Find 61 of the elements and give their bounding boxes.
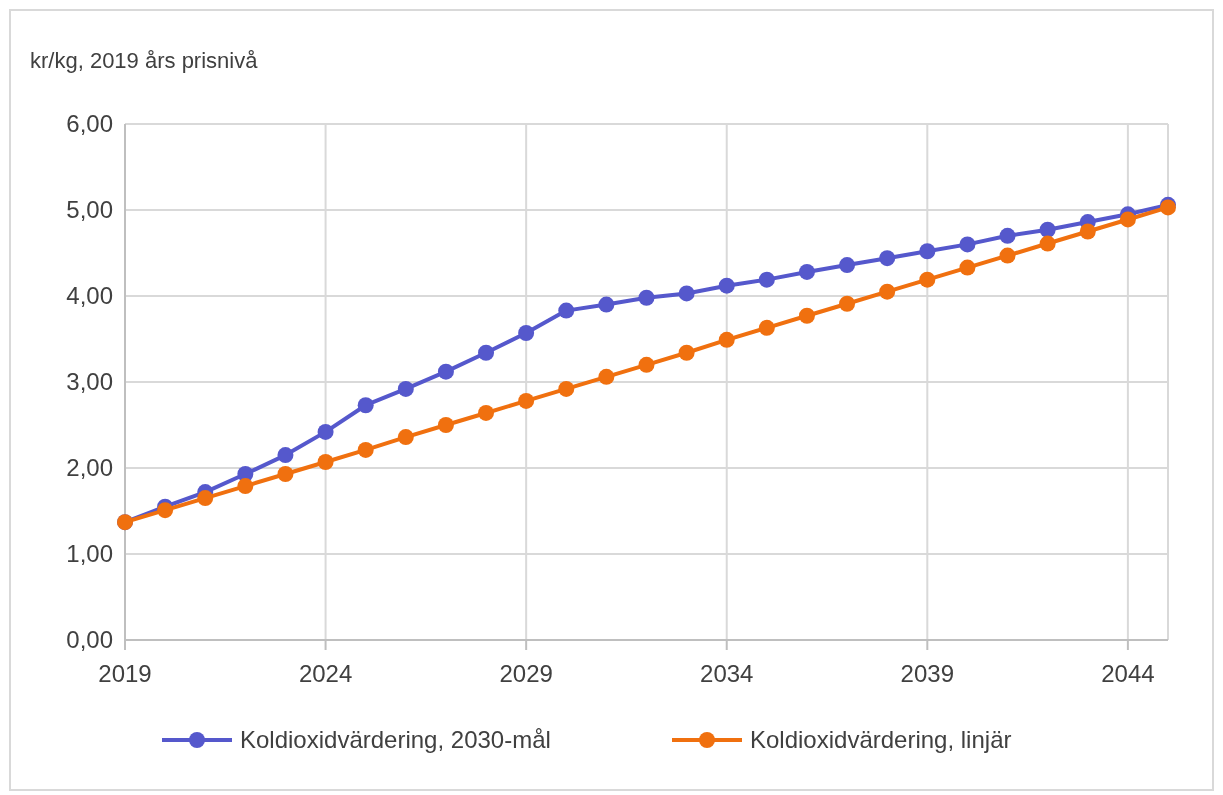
point — [999, 247, 1016, 264]
x-tick-label: 2034 — [700, 660, 754, 687]
point — [798, 307, 815, 324]
point — [879, 250, 896, 267]
point — [758, 319, 775, 336]
point — [678, 344, 695, 361]
point — [959, 259, 976, 276]
y-tick-label: 3,00 — [66, 368, 113, 395]
point — [518, 392, 535, 409]
point — [237, 478, 254, 495]
y-tick-label: 2,00 — [66, 454, 113, 481]
point — [397, 380, 414, 397]
x-tick-label: 2039 — [900, 660, 954, 687]
point — [718, 277, 735, 294]
point — [437, 363, 454, 380]
y-tick-label: 0,00 — [66, 626, 113, 653]
x-tick-label: 2024 — [298, 660, 353, 687]
point — [1039, 235, 1056, 252]
point — [317, 423, 334, 440]
point — [638, 356, 655, 373]
point — [598, 296, 615, 313]
x-tick-label: 2029 — [499, 660, 553, 687]
point — [277, 447, 294, 464]
point — [478, 404, 495, 421]
point — [1079, 223, 1096, 240]
point — [397, 429, 414, 446]
y-tick-label: 6,00 — [66, 110, 113, 137]
point — [879, 283, 896, 300]
point — [999, 227, 1016, 244]
point — [839, 295, 856, 312]
point — [478, 344, 495, 361]
point — [1119, 211, 1136, 228]
point — [558, 380, 575, 397]
point — [1039, 221, 1056, 238]
y-axis-title: kr/kg, 2019 års prisnivå — [30, 48, 259, 73]
x-tick-label: 2044 — [1101, 660, 1155, 687]
point — [197, 490, 214, 507]
point — [317, 453, 334, 470]
point — [437, 417, 454, 433]
point — [678, 285, 695, 302]
point — [798, 263, 815, 280]
y-tick-label: 4,00 — [66, 282, 113, 309]
point — [157, 502, 174, 519]
point — [277, 466, 294, 483]
point — [558, 302, 575, 319]
point — [718, 331, 735, 348]
legend-label: Koldioxidvärdering, 2030-mål — [240, 726, 551, 753]
x-tick-label: 2019 — [98, 660, 152, 687]
point — [919, 243, 936, 260]
point — [357, 441, 374, 458]
point — [357, 397, 374, 414]
point — [638, 289, 655, 306]
y-tick-label: 5,00 — [66, 196, 113, 223]
point — [919, 271, 936, 288]
point — [839, 257, 856, 274]
legend-label: Koldioxidvärdering, linjär — [750, 726, 1012, 753]
point — [598, 368, 615, 385]
point — [959, 236, 976, 253]
point — [758, 271, 775, 288]
y-tick-label: 1,00 — [66, 540, 113, 567]
point — [518, 324, 535, 341]
